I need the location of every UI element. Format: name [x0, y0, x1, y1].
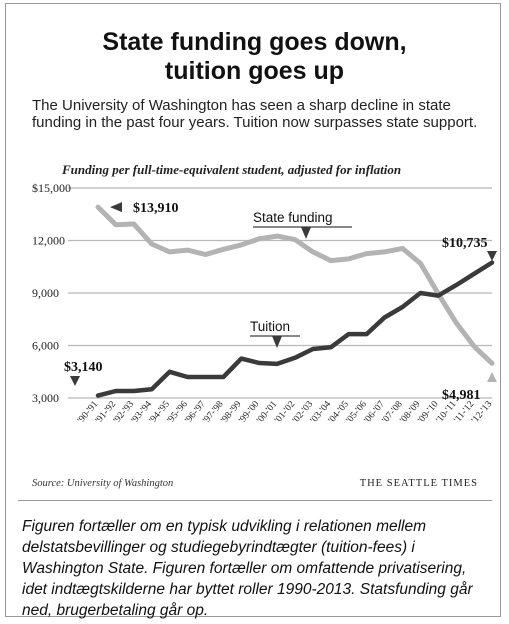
publisher-credit: THE SEATTLE TIMES: [359, 478, 478, 489]
data-point: [169, 251, 171, 253]
annotation-pointer: [70, 376, 80, 386]
data-point: [419, 292, 421, 294]
data-point: [115, 224, 117, 226]
series-label-tuition: Tuition: [250, 319, 290, 334]
y-tick-label: 9,000: [32, 286, 59, 300]
annotation-pointer: [487, 251, 497, 261]
data-point: [169, 371, 171, 373]
data-point: [115, 390, 117, 392]
data-point: [186, 249, 189, 251]
data-point: [330, 346, 332, 348]
source-note: Source: University of Washington: [32, 478, 174, 489]
data-point: [151, 243, 153, 245]
data-point: [151, 388, 153, 390]
annotation-start-tuition: $3,140: [64, 360, 103, 375]
annotation-start-state: $13,910: [133, 201, 179, 216]
data-point: [240, 244, 242, 246]
data-point: [258, 238, 260, 240]
data-point: [491, 362, 493, 364]
data-point: [455, 322, 457, 324]
data-point: [473, 273, 475, 275]
data-point: [204, 253, 207, 256]
x-tick-label: '12-'13: [470, 399, 494, 425]
data-point: [222, 376, 224, 378]
divider: [18, 500, 492, 501]
annotation-end-state: $4,981: [442, 388, 481, 403]
data-point: [97, 394, 99, 397]
chart-title: State funding goes down, tuition goes up: [0, 28, 509, 86]
units-note: Funding per full-time-equivalent student…: [62, 162, 402, 177]
data-point: [312, 348, 314, 350]
chart-subtitle: The University of Washington has seen a …: [32, 97, 478, 131]
data-point: [240, 358, 242, 360]
series-line-state-funding: [95, 204, 495, 366]
title-line-2: tuition goes up: [164, 57, 345, 85]
data-point: [473, 345, 475, 347]
data-point: [133, 390, 135, 392]
data-point: [258, 362, 260, 364]
annotation-pointer: [487, 372, 497, 382]
data-point: [294, 357, 296, 359]
data-point: [383, 316, 386, 319]
data-point: [366, 333, 368, 335]
series-label-state-funding: State funding: [253, 210, 333, 225]
data-point: [401, 247, 404, 249]
y-tick-label: 6,000: [32, 339, 59, 353]
data-point: [401, 306, 404, 308]
data-point: [294, 239, 296, 241]
data-point: [186, 376, 189, 378]
data-point: [204, 376, 207, 378]
data-point: [276, 363, 278, 365]
data-point: [97, 206, 99, 208]
data-point: [455, 284, 457, 286]
y-tick-label: 12,000: [32, 234, 65, 248]
data-point: [366, 253, 368, 255]
data-point: [491, 262, 493, 264]
data-point: [383, 251, 386, 253]
annotation-pointer: [110, 202, 122, 213]
figure-caption: Figuren fortæller om en typisk udvikling…: [22, 518, 473, 619]
y-tick-label: $15,000: [32, 181, 71, 195]
data-point: [330, 260, 332, 262]
data-point: [419, 262, 421, 264]
data-point: [348, 333, 350, 335]
data-point: [133, 223, 135, 225]
data-point: [222, 248, 224, 250]
data-point: [348, 258, 350, 260]
tuition-pointer: [272, 336, 282, 348]
title-line-1: State funding goes down,: [102, 28, 407, 56]
chart-frame: [5, 3, 501, 617]
data-point: [437, 295, 439, 297]
data-point: [312, 251, 314, 253]
y-tick-label: 3,000: [32, 391, 59, 405]
state-funding-pointer: [301, 227, 311, 239]
data-point: [276, 235, 278, 237]
annotation-end-tuition: $10,735: [442, 236, 488, 251]
